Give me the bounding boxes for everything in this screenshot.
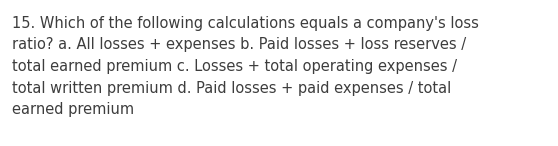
Text: total written premium d. Paid losses + paid expenses / total: total written premium d. Paid losses + p… — [12, 80, 451, 95]
Text: earned premium: earned premium — [12, 102, 134, 117]
Text: ratio? a. All losses + expenses b. Paid losses + loss reserves /: ratio? a. All losses + expenses b. Paid … — [12, 38, 466, 53]
Text: 15. Which of the following calculations equals a company's loss: 15. Which of the following calculations … — [12, 16, 479, 31]
Text: total earned premium c. Losses + total operating expenses /: total earned premium c. Losses + total o… — [12, 59, 457, 74]
